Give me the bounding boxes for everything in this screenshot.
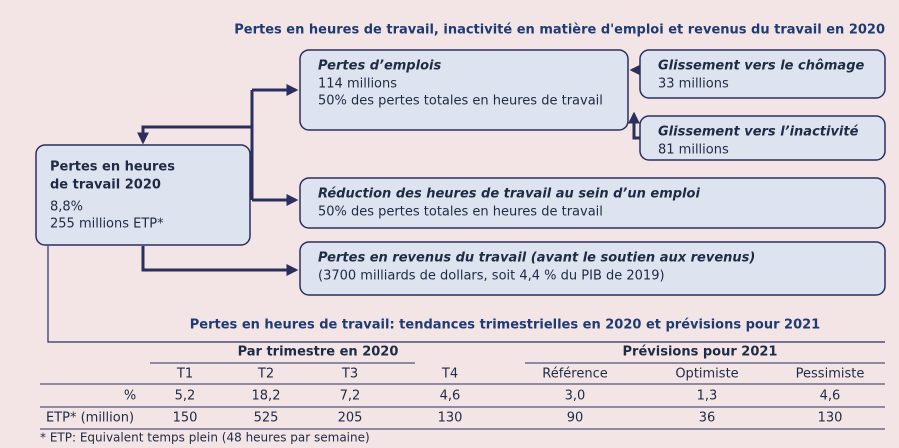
column-header: T2: [257, 367, 274, 382]
title: Pertes en heures de travail, inactivité …: [234, 23, 885, 38]
box-line: 50% des pertes totales en heures de trav…: [318, 205, 603, 220]
cell: 4,6: [820, 389, 841, 404]
column-header: T3: [341, 367, 358, 382]
box: [299, 177, 886, 229]
arrow: [137, 125, 252, 145]
box-heading: Glissement vers le chômage: [658, 59, 865, 74]
group-header: Prévisions pour 2021: [623, 345, 778, 360]
cell: %: [124, 389, 136, 404]
box-heading: Réduction des heures de travail au sein …: [318, 187, 700, 202]
footnote: * ETP: Equivalent temps plein (48 heures…: [40, 431, 370, 445]
box: [35, 144, 251, 246]
column-header: T4: [441, 367, 458, 382]
box-heading: Pertes en revenus du travail (avant le s…: [318, 251, 755, 266]
cell: 5,2: [175, 389, 196, 404]
box-heading: Pertes d’emplois: [318, 59, 441, 74]
box-line: 50% des pertes totales en heures de trav…: [318, 94, 603, 109]
cell: 1,3: [697, 389, 718, 404]
cell: 7,2: [340, 389, 361, 404]
frame-line: [47, 246, 885, 343]
box-heading: de travail 2020: [50, 178, 161, 193]
box: [639, 49, 886, 99]
cell: ETP* (million): [46, 411, 134, 426]
box-heading: Glissement vers l’inactivité: [658, 125, 859, 140]
arrow: [141, 246, 299, 276]
cell: 525: [254, 411, 279, 426]
cell: 4,6: [440, 389, 461, 404]
box-line: 33 millions: [658, 77, 729, 92]
cell: 130: [818, 411, 843, 426]
cell: 130: [438, 411, 463, 426]
box-line: 255 millions ETP*: [50, 217, 164, 232]
cell: 18,2: [252, 389, 281, 404]
column-header: Référence: [542, 367, 607, 382]
connectors: [47, 64, 885, 343]
arrow: [628, 111, 640, 140]
box-line: 81 millions: [658, 143, 729, 158]
table-title: Pertes en heures de travail: tendances t…: [190, 318, 820, 333]
cell: 150: [173, 411, 198, 426]
group-header: Par trimestre en 2020: [238, 345, 399, 360]
box-line: 8,8%: [50, 200, 83, 215]
cell: 205: [338, 411, 363, 426]
column-header: T1: [176, 367, 193, 382]
cell: 90: [567, 411, 584, 426]
box: [299, 49, 629, 131]
box-heading: Pertes en heures: [50, 160, 175, 175]
box-line: (3700 milliards de dollars, soit 4,4 % d…: [318, 269, 665, 284]
column-header: Pessimiste: [796, 367, 865, 382]
box: [299, 241, 886, 296]
column-header: Optimiste: [675, 367, 738, 382]
box-line: 114 millions: [318, 77, 397, 92]
box: [639, 115, 886, 161]
cell: 36: [699, 411, 716, 426]
cell: 3,0: [565, 389, 586, 404]
